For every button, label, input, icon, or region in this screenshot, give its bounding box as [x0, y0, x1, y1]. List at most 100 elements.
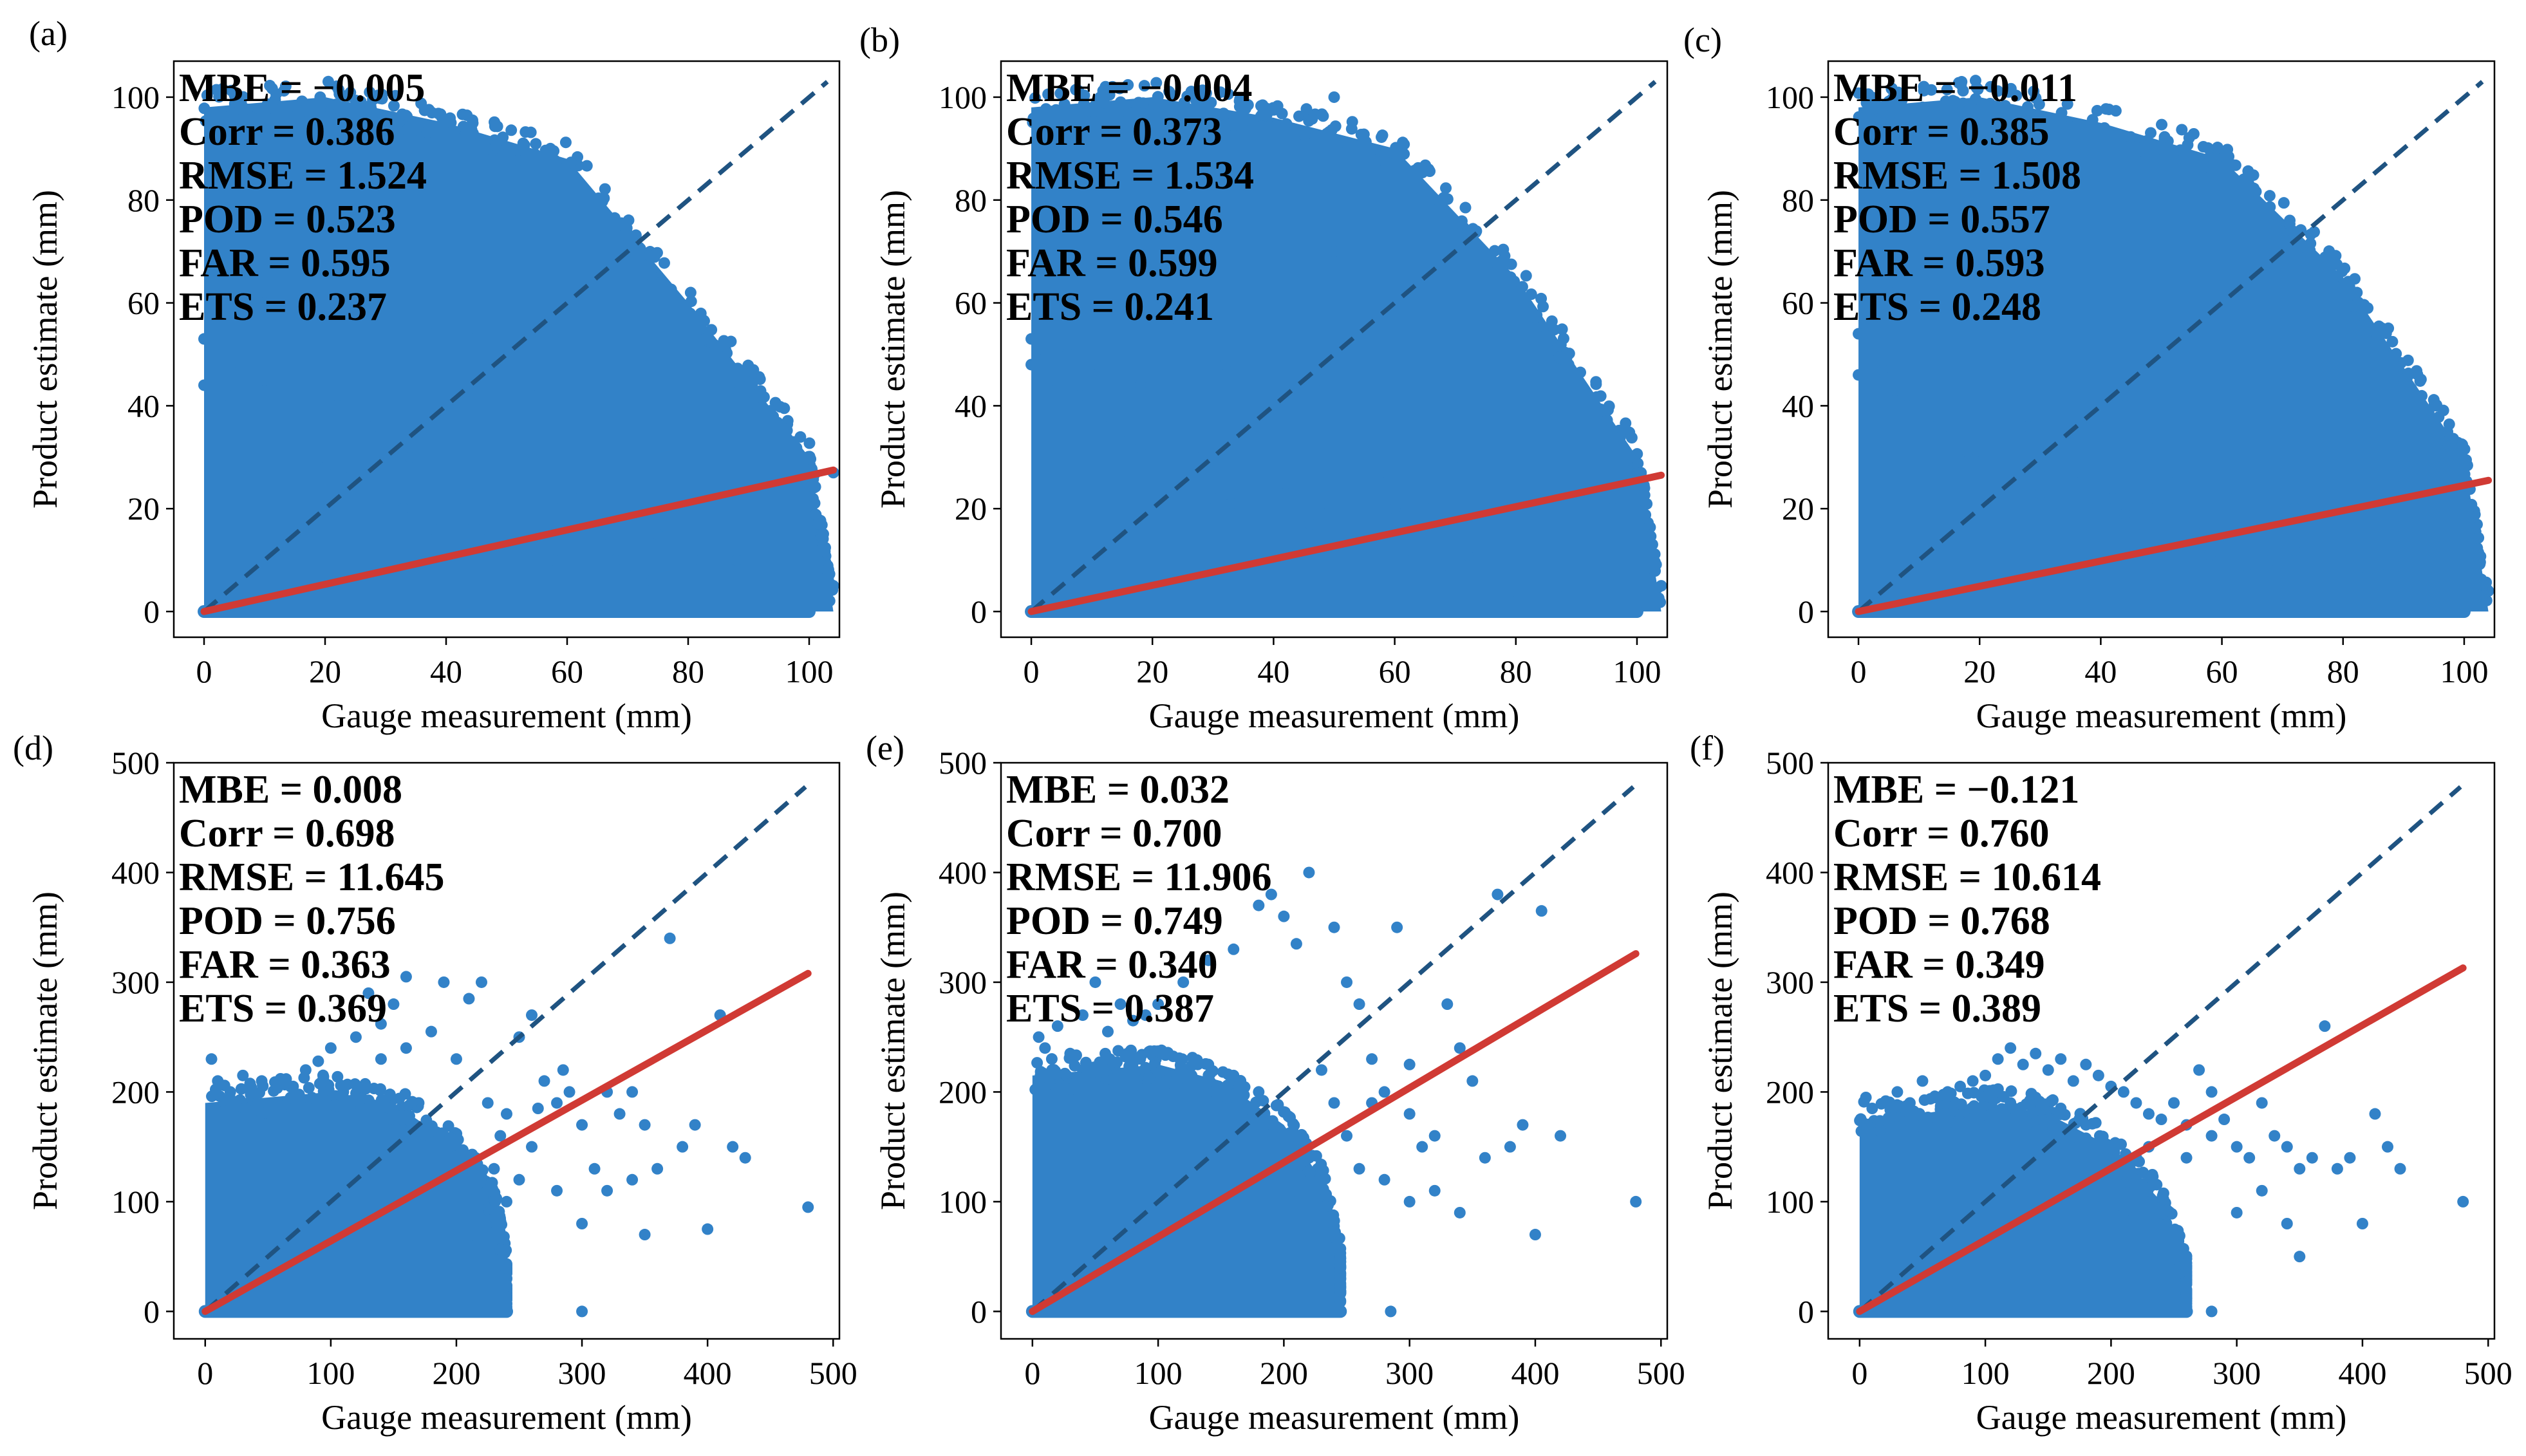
scatter-point [343, 142, 355, 154]
scatter-point [237, 1069, 249, 1081]
scatter-point [2250, 185, 2262, 198]
scatter-point [279, 80, 292, 93]
scatter-point [1853, 111, 1865, 123]
scatter-point [778, 423, 791, 435]
scatter-point [2216, 503, 2228, 515]
scatter-point [684, 286, 697, 299]
scatter-point [362, 1110, 374, 1122]
x-tick-label: 500 [809, 1355, 857, 1391]
stat-line: MBE = −0.011 [1833, 66, 2077, 110]
scatter-point [563, 1086, 575, 1098]
scatter-point [816, 532, 828, 544]
scatter-point [333, 84, 345, 96]
scatter-point [1499, 250, 1511, 262]
scatter-point [1270, 1099, 1282, 1112]
scatter-point [1170, 312, 1183, 324]
scatter-point [2091, 104, 2103, 117]
scatter-point [1978, 1099, 1990, 1112]
scatter-point [1645, 530, 1657, 543]
scatter-point [337, 109, 350, 122]
scatter-point [2110, 105, 2122, 117]
scatter-point [581, 160, 593, 172]
stat-line: RMSE = 1.508 [1833, 154, 2081, 198]
scatter-point [399, 1088, 411, 1100]
scatter-point [1941, 84, 1953, 96]
scatter-point [2064, 120, 2076, 133]
x-tick-label: 200 [432, 1355, 480, 1391]
scatter-point [2369, 1108, 2381, 1120]
scatter-point [248, 1105, 260, 1117]
scatter-point [472, 1173, 484, 1186]
scatter-point [639, 1229, 651, 1241]
scatter-point [2268, 212, 2280, 225]
scatter-point [626, 1173, 639, 1186]
y-tick-label: 80 [127, 182, 160, 218]
y-tick-label: 100 [111, 1184, 160, 1220]
x-tick-label: 60 [551, 653, 583, 689]
scatter-point [2010, 359, 2022, 371]
scatter-point [1290, 1195, 1302, 1208]
scatter-point [1425, 492, 1437, 505]
y-tick-label: 500 [111, 745, 160, 781]
scatter-point [1582, 580, 1595, 592]
scatter-point [2473, 546, 2485, 559]
scatter-point [1492, 888, 1504, 901]
scatter-point [476, 1192, 489, 1204]
scatter-point [1410, 182, 1422, 194]
scatter-point [489, 503, 501, 515]
scatter-point [1992, 1053, 2004, 1065]
scatter-point [491, 120, 503, 133]
scatter-point [2099, 122, 2111, 134]
scatter-point [689, 1119, 701, 1131]
x-axis-label: Gauge measurement (mm) [1149, 696, 1520, 735]
y-tick-label: 20 [955, 490, 987, 527]
stat-line: FAR = 0.593 [1833, 241, 2045, 285]
y-tick-label: 0 [971, 593, 987, 630]
scatter-point [512, 513, 525, 525]
scatter-point [1143, 1072, 1155, 1084]
x-axis-label: Gauge measurement (mm) [321, 696, 692, 735]
scatter-point [298, 1072, 310, 1084]
scatter-point [1437, 559, 1449, 572]
scatter-point [416, 462, 428, 474]
x-tick-label: 20 [309, 653, 341, 689]
scatter-point [1123, 1047, 1135, 1059]
scatter-point [216, 82, 229, 95]
scatter-point [652, 528, 664, 541]
scatter-point [1389, 503, 1401, 515]
scatter-point [1098, 410, 1110, 422]
scatter-point [512, 472, 525, 484]
scatter-point [1266, 1115, 1278, 1127]
scatter-point [501, 1108, 512, 1120]
scatter-point [610, 554, 622, 566]
zero-estimate-strip [1025, 605, 1643, 619]
scatter-point [423, 104, 435, 116]
scatter-point [1230, 1088, 1242, 1100]
scatter-point [428, 523, 440, 536]
scatter-point [355, 1101, 368, 1114]
scatter-point [746, 365, 758, 377]
scatter-point [482, 1097, 494, 1109]
scatter-point [2373, 559, 2386, 572]
scatter-point [343, 297, 355, 309]
scatter-point [1293, 110, 1305, 122]
scatter-point [312, 1055, 324, 1067]
scatter-point [1280, 487, 1292, 499]
scatter-point [754, 373, 766, 386]
scatter-point [1031, 1057, 1043, 1069]
scatter-point [2017, 1058, 2029, 1070]
regression-line [1855, 476, 2493, 615]
scatter-point [449, 1150, 461, 1162]
scatter-point [289, 100, 301, 113]
y-tick-label: 80 [955, 182, 987, 218]
scatter-point [2205, 1305, 2218, 1318]
scatter-point [497, 131, 509, 144]
scatter-point [597, 528, 610, 541]
scatter-point [1961, 446, 1974, 458]
plot-area [198, 785, 814, 1318]
scatter-point [1860, 97, 1873, 109]
scatter-point [261, 98, 274, 110]
scatter-point [2082, 518, 2095, 530]
scatter-point [2115, 1138, 2128, 1150]
